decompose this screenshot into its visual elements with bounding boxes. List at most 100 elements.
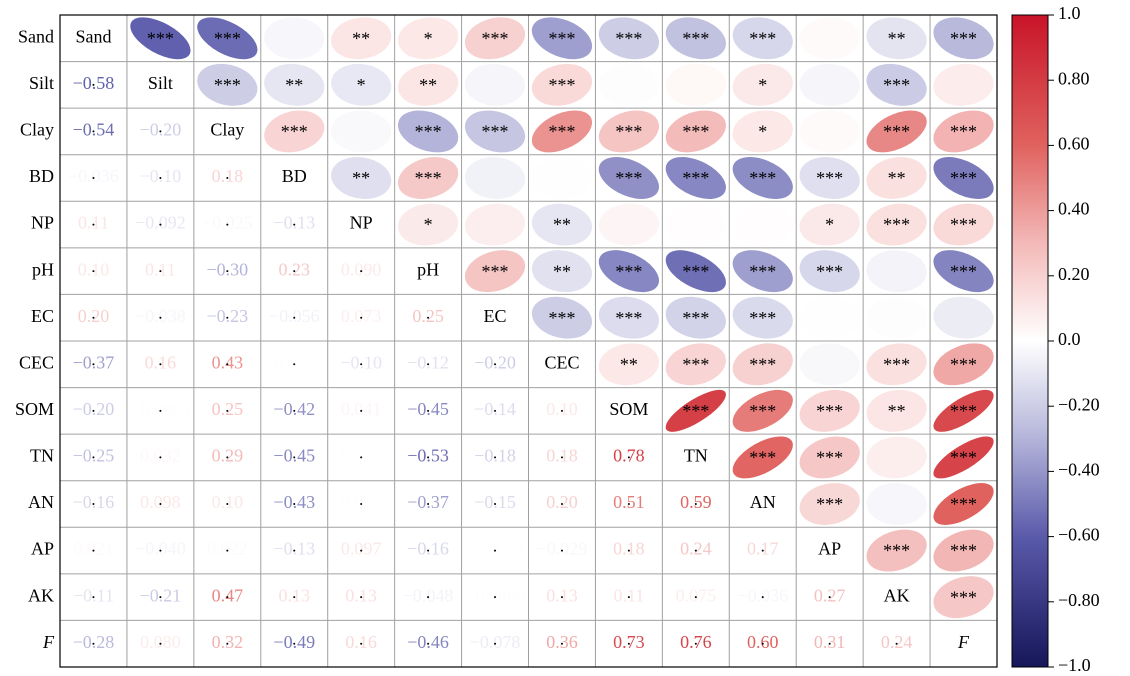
- center-dot: [627, 456, 630, 459]
- significance-stars: **: [285, 75, 303, 95]
- value-label: 0.43: [212, 352, 244, 372]
- correlation-ellipse: [799, 296, 860, 339]
- value-label: −0.18: [474, 446, 516, 466]
- significance-stars: ***: [682, 122, 709, 142]
- center-dot: [226, 316, 229, 319]
- center-dot: [159, 177, 162, 179]
- center-dot: [627, 549, 630, 552]
- center-dot: [226, 270, 229, 273]
- correlation-ellipse: [397, 63, 459, 106]
- center-dot: [293, 596, 296, 599]
- colorbar-tick-label: −1.0: [1058, 655, 1091, 675]
- significance-stars: ***: [883, 75, 910, 95]
- center-dot: [694, 549, 697, 552]
- value-label: 0.78: [613, 446, 645, 466]
- correlation-ellipse: [732, 17, 793, 60]
- center-dot: [627, 642, 630, 645]
- ellipse-group: [866, 110, 927, 153]
- correlation-ellipse: [531, 157, 593, 199]
- value-label: −0.029: [537, 539, 588, 559]
- center-dot: [92, 363, 95, 366]
- center-dot: [226, 596, 229, 599]
- ellipse-group: [799, 250, 860, 293]
- value-label: 0.18: [546, 446, 578, 466]
- ellipse-group: [531, 157, 593, 199]
- significance-stars: ***: [950, 354, 977, 374]
- correlation-ellipse: [531, 63, 593, 106]
- value-label: −0.43: [273, 492, 315, 512]
- diagonal-label: BD: [282, 166, 307, 186]
- correlation-ellipse: [264, 63, 325, 106]
- diagonal-label: AK: [884, 585, 910, 605]
- colorbar-tick-label: 0.0: [1058, 329, 1081, 349]
- center-dot: [92, 177, 95, 179]
- value-label: 0.041: [341, 399, 382, 419]
- ellipse-group: [464, 17, 526, 60]
- center-dot: [226, 503, 229, 505]
- correlation-ellipse: [799, 343, 860, 386]
- significance-stars: ***: [281, 122, 308, 142]
- ellipse-group: [464, 157, 526, 199]
- center-dot: [761, 596, 764, 599]
- value-label: −0.58: [73, 73, 115, 93]
- center-dot: [159, 223, 162, 226]
- center-dot: [92, 223, 95, 226]
- diagonal-label: TN: [684, 446, 708, 466]
- correlation-ellipse: [598, 296, 660, 339]
- center-dot: [226, 177, 229, 179]
- significance-stars: **: [620, 354, 638, 374]
- center-dot: [627, 596, 630, 599]
- center-dot: [560, 409, 563, 412]
- ellipse-group: [665, 63, 726, 106]
- significance-stars: ***: [816, 261, 843, 281]
- center-dot: [159, 409, 162, 412]
- center-dot: [694, 642, 697, 645]
- correlation-ellipse: [130, 17, 191, 60]
- significance-stars: ***: [749, 308, 776, 328]
- significance-stars: ***: [749, 261, 776, 281]
- ellipse-group: [933, 110, 994, 153]
- significance-stars: **: [888, 401, 906, 421]
- correlation-ellipse: [397, 110, 459, 153]
- correlation-ellipse: [732, 157, 793, 199]
- correlation-ellipse: [531, 296, 593, 339]
- ellipse-group: [598, 17, 660, 60]
- correlation-ellipse: [732, 110, 793, 153]
- row-label: BD: [29, 166, 54, 186]
- ellipse-group: [264, 63, 325, 106]
- center-dot: [159, 596, 162, 599]
- ellipse-group: [598, 157, 660, 199]
- correlation-ellipse: [665, 157, 726, 199]
- ellipse-group: [331, 157, 392, 199]
- correlation-ellipse: [464, 63, 526, 106]
- correlation-ellipse: [732, 296, 793, 339]
- significance-stars: ***: [682, 308, 709, 328]
- ellipse-group: [531, 63, 593, 106]
- correlation-ellipse: [665, 63, 726, 106]
- ellipse-group: [397, 17, 459, 60]
- correlation-ellipse: [799, 389, 860, 432]
- correlation-ellipse: [665, 110, 726, 153]
- significance-stars: ***: [682, 168, 709, 188]
- center-dot: [226, 549, 229, 552]
- value-label: 0.17: [747, 539, 779, 559]
- correlation-ellipse: [397, 17, 459, 60]
- significance-stars: **: [888, 168, 906, 188]
- center-dot: [694, 503, 697, 505]
- significance-stars: ***: [682, 28, 709, 48]
- value-label: 0.11: [78, 213, 109, 233]
- ellipse-group: [933, 296, 994, 339]
- center-dot: [427, 363, 430, 366]
- value-label: −0.040: [135, 539, 186, 559]
- correlation-ellipse: [933, 389, 994, 432]
- center-dot: [427, 409, 430, 412]
- value-label: 0.16: [145, 352, 177, 372]
- row-label: EC: [31, 306, 54, 326]
- center-dot: [360, 642, 363, 645]
- significance-stars: ***: [816, 168, 843, 188]
- value-label: −0.15: [474, 492, 516, 512]
- center-dot: [159, 456, 162, 459]
- correlation-ellipse: [598, 157, 660, 199]
- ellipse-group: [799, 203, 860, 246]
- significance-stars: ***: [415, 122, 442, 142]
